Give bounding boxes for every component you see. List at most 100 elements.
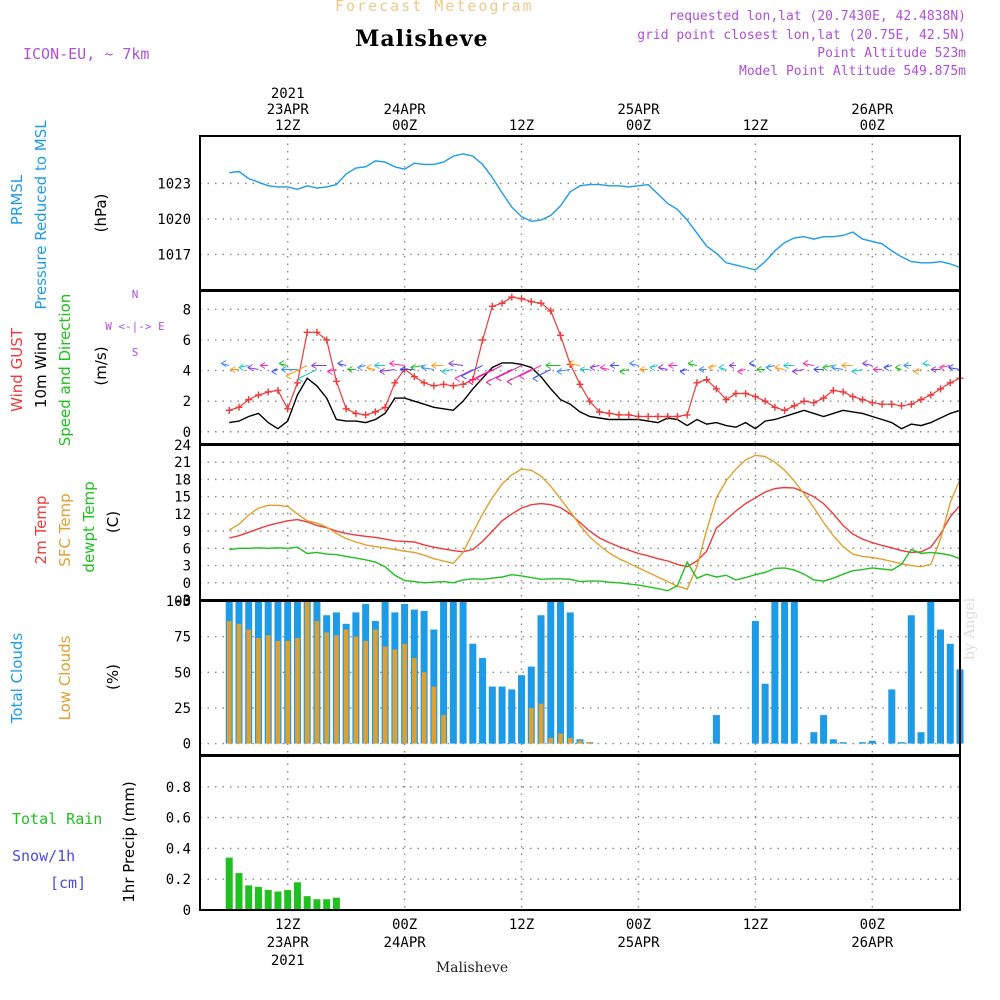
rain-bar xyxy=(323,899,331,910)
wind-direction-arrow xyxy=(532,369,551,382)
time-label-top: 00Z xyxy=(860,118,885,134)
wind-direction-arrow xyxy=(357,364,366,371)
time-label-top: 12Z xyxy=(743,118,768,134)
sfc-temp-label: SFC Temp xyxy=(56,493,74,566)
gust-marker xyxy=(391,379,399,387)
total-cloud-bar xyxy=(888,689,896,744)
total-cloud-bar xyxy=(479,658,487,744)
y-tick-label: 2 xyxy=(183,394,191,410)
model-point-altitude: Model Point Altitude 549.875m xyxy=(739,64,966,79)
low-cloud-bar xyxy=(373,629,378,744)
data-series xyxy=(220,153,964,910)
gust-marker xyxy=(683,411,691,419)
gust-marker xyxy=(479,336,487,344)
low-cloud-bar xyxy=(285,640,290,744)
gust-marker xyxy=(605,409,613,417)
pressure-line xyxy=(229,153,961,271)
wind-direction-arrow xyxy=(366,364,376,371)
wind-direction-arrow xyxy=(506,369,532,386)
wind-direction-arrow xyxy=(708,364,717,371)
y-tick-label: 18 xyxy=(174,472,191,488)
time-label-bottom: 00Z xyxy=(860,917,885,933)
compass-south: S xyxy=(132,346,139,359)
wind-direction-arrow xyxy=(629,360,639,367)
total-cloud-bar xyxy=(498,686,506,744)
wind-direction-arrow xyxy=(259,362,269,369)
wind-direction-arrow xyxy=(589,364,600,371)
wind-direction-arrow xyxy=(802,360,814,367)
requested-coordinates: requested lon,lat (20.7430E, 42.4838N) xyxy=(668,9,966,24)
total-cloud-bar xyxy=(566,612,574,744)
wind-direction-arrow xyxy=(679,368,688,375)
wind-direction-arrow xyxy=(948,364,961,371)
wind-direction-arrow xyxy=(668,362,678,369)
y-tick-label: 1017 xyxy=(157,247,191,263)
wind-direction-arrow xyxy=(883,364,892,371)
y-tick-label: 6 xyxy=(183,333,191,349)
wind-direction-arrow xyxy=(657,364,668,371)
y-tick-label: 100 xyxy=(166,594,191,610)
total-cloud-bar xyxy=(771,601,779,744)
y-tick-label: 9 xyxy=(183,524,191,540)
product-title: Forecast Meteogram xyxy=(335,0,534,15)
total-cloud-bar xyxy=(946,643,954,744)
low-cloud-bar xyxy=(548,737,554,744)
y-tick-label: 15 xyxy=(174,490,191,506)
time-label-top: 00Z xyxy=(626,118,651,134)
low-cloud-bar xyxy=(431,686,437,744)
snow-unit: [cm] xyxy=(50,874,86,892)
rain-bar xyxy=(293,882,301,910)
wind-direction-arrow xyxy=(748,360,756,367)
point-altitude: Point Altitude 523m xyxy=(817,46,966,61)
total-cloud-bar xyxy=(508,689,516,744)
direction-label: Speed and Direction xyxy=(56,294,74,447)
wind-direction-arrow xyxy=(922,360,931,367)
temp-unit: (C) xyxy=(104,511,122,533)
wind-direction-arrow xyxy=(822,364,834,371)
pressure-unit: (hPa) xyxy=(92,194,110,233)
total-cloud-bar xyxy=(829,739,837,744)
wind-direction-arrow xyxy=(619,368,629,375)
y-tick-label: 0.8 xyxy=(166,780,191,796)
total-cloud-bar xyxy=(440,601,448,744)
wind-direction-arrow xyxy=(609,362,619,369)
wind-direction-arrow xyxy=(399,366,415,373)
wind-direction-arrow xyxy=(374,362,386,369)
gust-marker xyxy=(664,412,672,420)
gust-marker xyxy=(927,391,935,399)
total-cloud-bar xyxy=(810,732,818,744)
time-label-top: 26APR xyxy=(851,102,894,118)
low-cloud-bar xyxy=(412,658,417,744)
y-tick-label: -3 xyxy=(174,594,191,610)
gust-marker xyxy=(625,411,633,419)
wind-direction-arrow xyxy=(496,365,522,382)
dewpoint-line xyxy=(229,546,961,592)
wind-direction-arrow xyxy=(698,366,707,373)
rain-bar xyxy=(264,889,272,910)
gust-marker xyxy=(264,388,272,396)
sfc-temp-line xyxy=(228,454,961,590)
wind-direction-arrow xyxy=(894,364,902,371)
total-cloud-bar xyxy=(781,601,789,744)
gust-marker xyxy=(790,402,798,410)
low-clouds-label: Low Clouds xyxy=(56,635,74,720)
y-tick-label: 0.6 xyxy=(166,811,191,827)
low-cloud-bar xyxy=(236,623,242,744)
y-tick-label: 3 xyxy=(183,559,191,575)
wind-direction-arrow xyxy=(278,360,288,367)
wind-direction-arrow xyxy=(737,368,746,375)
low-cloud-bar xyxy=(421,672,427,744)
footer-location: Malisheve xyxy=(436,960,508,976)
gust-marker xyxy=(946,379,954,387)
gust-marker xyxy=(235,403,243,411)
y-tick-labels: 10171020102302468-3036912151821240255075… xyxy=(157,176,191,919)
y-tick-label: 0 xyxy=(183,425,191,441)
time-label-top: 00Z xyxy=(392,118,417,134)
time-label-bottom: 26APR xyxy=(851,935,894,951)
total-cloud-bar xyxy=(898,742,906,744)
precip-frame xyxy=(199,755,961,911)
time-label-bottom: 25APR xyxy=(617,935,660,951)
gust-marker xyxy=(761,397,769,405)
time-label-bottom: 00Z xyxy=(626,917,651,933)
